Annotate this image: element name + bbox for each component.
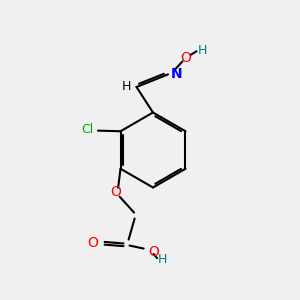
- Text: O: O: [181, 51, 191, 65]
- Text: N: N: [171, 68, 183, 81]
- Text: H: H: [122, 80, 131, 94]
- Text: H: H: [198, 44, 207, 57]
- Text: Cl: Cl: [81, 123, 94, 136]
- Text: H: H: [158, 254, 167, 266]
- Text: O: O: [148, 244, 159, 259]
- Text: O: O: [111, 185, 122, 199]
- Text: O: O: [88, 236, 99, 250]
